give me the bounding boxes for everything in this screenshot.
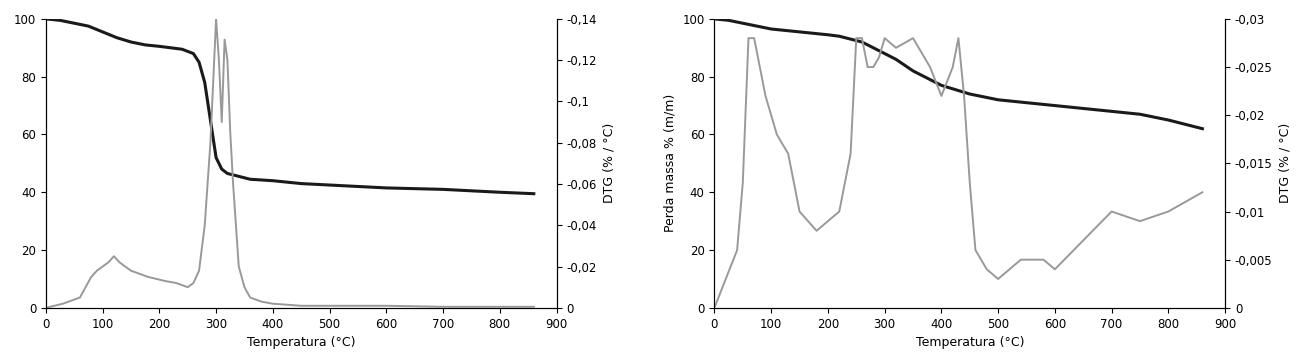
X-axis label: Temperatura (°C): Temperatura (°C) <box>247 336 355 349</box>
Y-axis label: Perda massa % (m/m): Perda massa % (m/m) <box>664 94 677 232</box>
X-axis label: Temperatura (°C): Temperatura (°C) <box>916 336 1024 349</box>
Y-axis label: DTG (% / °C): DTG (% / °C) <box>603 123 615 204</box>
Y-axis label: DTG (% / °C): DTG (% / °C) <box>1278 123 1291 204</box>
